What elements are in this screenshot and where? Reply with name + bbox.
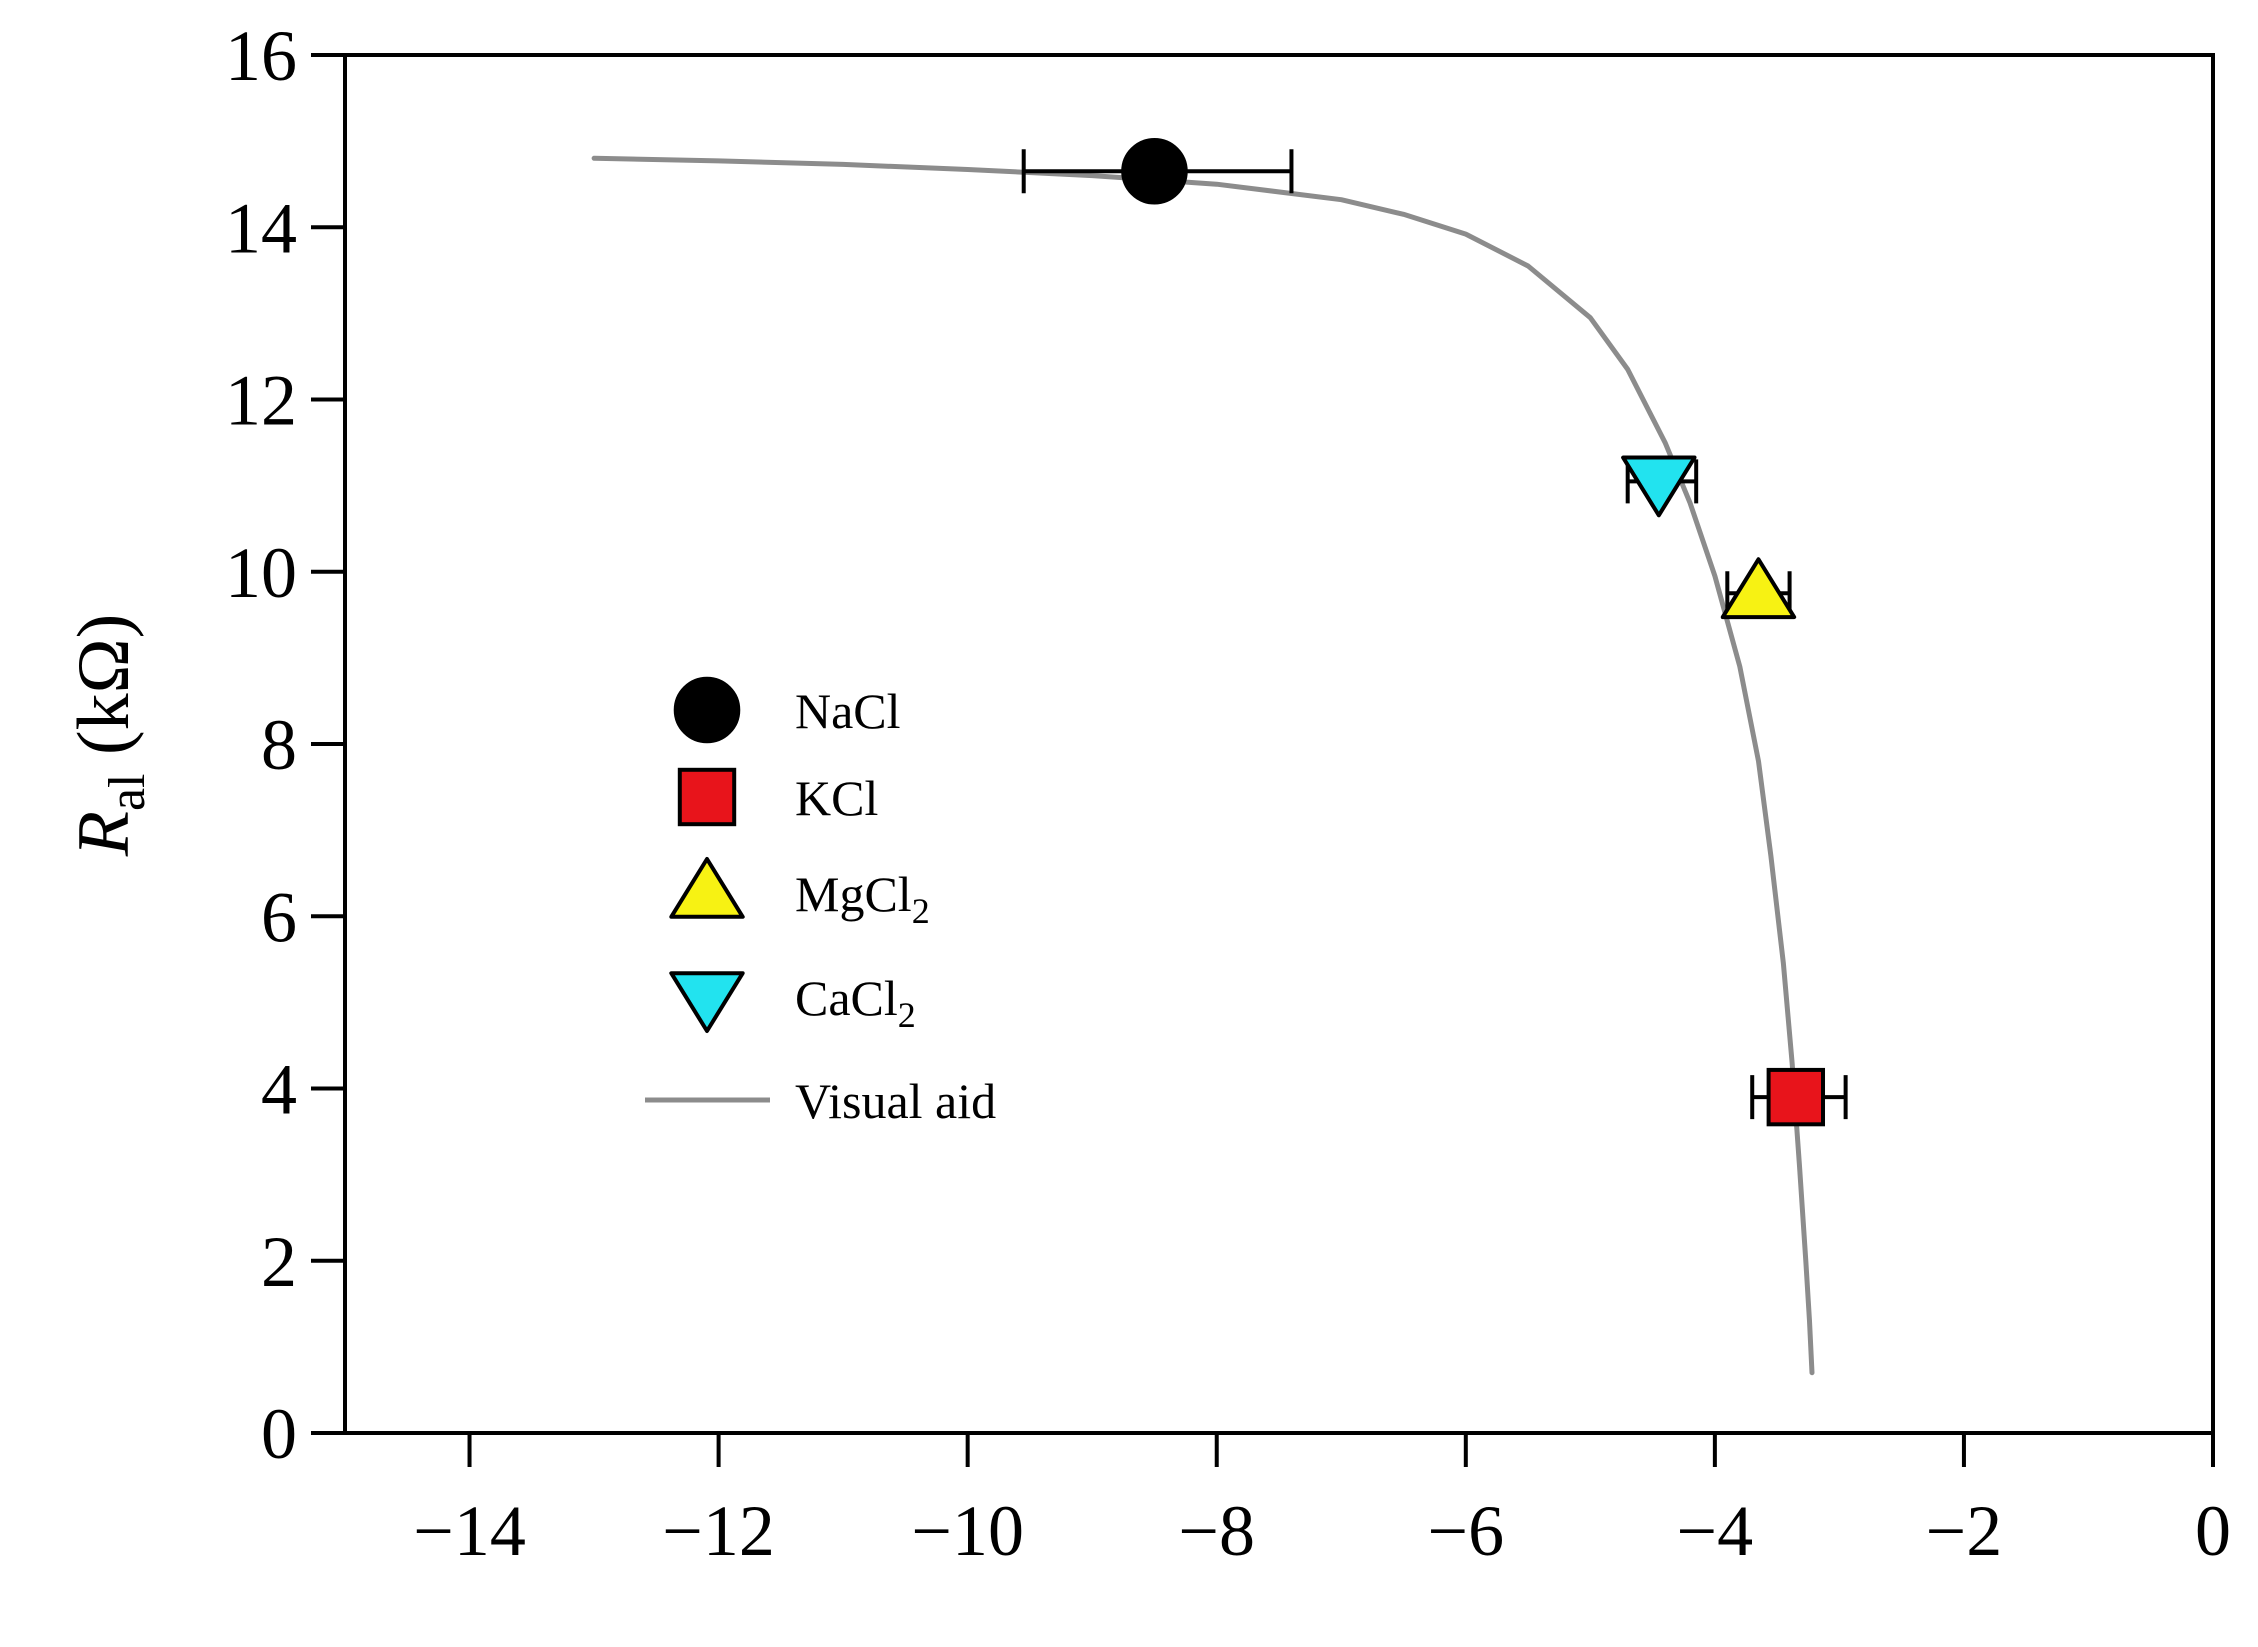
- x-tick-label: 0: [2195, 1491, 2231, 1571]
- y-axis-label: Ral (kΩ): [63, 614, 156, 858]
- legend-marker-cacl2: [669, 971, 745, 1033]
- x-tick-label: −4: [1677, 1491, 1754, 1571]
- y-tick-label: 12: [225, 361, 297, 441]
- x-tick-label: −2: [1926, 1491, 2003, 1571]
- y-axis-label-unit: (kΩ): [63, 614, 145, 774]
- legend-marker-nacl: [673, 676, 741, 744]
- y-tick-label: 10: [225, 533, 297, 613]
- legend-label-base: CaCl: [795, 970, 898, 1026]
- kcl-point: [1766, 1067, 1826, 1127]
- y-tick-label: 2: [261, 1222, 297, 1302]
- points-layer: [1021, 137, 1848, 1127]
- legend-label-base: MgCl: [795, 866, 912, 922]
- cacl2-point: [1621, 455, 1697, 518]
- y-tick-label: 8: [261, 705, 297, 785]
- y-tick-label: 16: [225, 16, 297, 96]
- y-axis-label-symbol: R: [63, 811, 145, 857]
- visual-aid-curve: [591, 155, 1815, 1376]
- y-tick-label: 4: [261, 1050, 297, 1130]
- curve-layer: [591, 155, 1815, 1376]
- legend-label-kcl: KCl: [795, 770, 878, 826]
- plot-frame: [343, 53, 2215, 1435]
- legend-label-cacl2: CaCl2: [795, 970, 916, 1035]
- legend-label-visual-aid: Visual aid: [795, 1073, 996, 1129]
- legend-label-mgcl2: MgCl2: [795, 866, 930, 931]
- nacl-point: [1121, 137, 1188, 205]
- x-tick-label: −14: [413, 1491, 526, 1571]
- axis-labels: Ral (kΩ): [63, 614, 156, 858]
- mgcl2-point: [1720, 557, 1797, 620]
- legend-label-base: NaCl: [795, 683, 901, 739]
- legend-marker-mgcl2: [669, 857, 745, 919]
- x-tick-label: −10: [911, 1491, 1024, 1571]
- legend-label-base: KCl: [795, 770, 878, 826]
- y-tick-label: 0: [261, 1394, 297, 1474]
- legend-label-nacl: NaCl: [795, 683, 901, 739]
- legend-label-subscript: 2: [912, 891, 930, 931]
- legend-marker-kcl: [677, 767, 737, 827]
- y-tick-label: 6: [261, 877, 297, 957]
- x-tick-label: −8: [1178, 1491, 1255, 1571]
- x-tick-label: −12: [662, 1491, 775, 1571]
- x-tick-label: −6: [1427, 1491, 1504, 1571]
- legend-label-subscript: 2: [898, 995, 916, 1035]
- axes-layer: −14 −12 −10 −8 −6 −4 −2 0 0 2 4 6 8 10 12 14 16: [225, 16, 2231, 1571]
- y-axis-label-subscript: al: [99, 774, 156, 812]
- y-tick-label: 14: [225, 188, 297, 268]
